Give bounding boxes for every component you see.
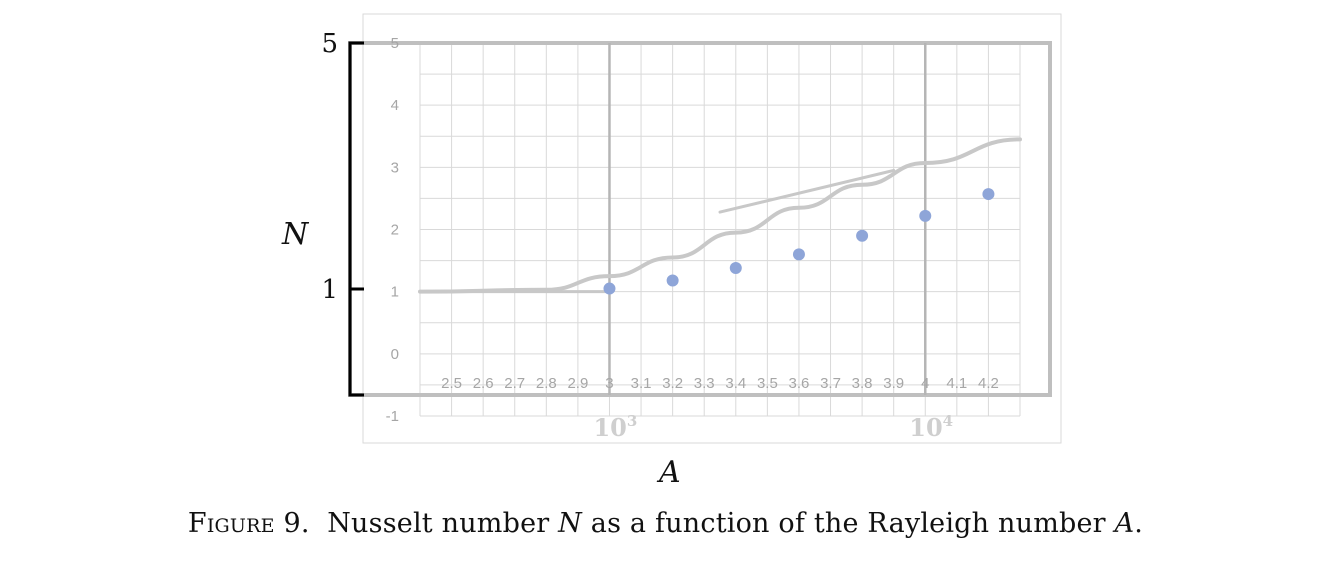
data-point — [982, 188, 995, 201]
data-point — [856, 229, 869, 242]
y-tick-label: 4 — [391, 97, 399, 114]
original-y-tick-label: 5 — [321, 29, 338, 59]
figure-caption: Figure 9. Nusselt number N as a function… — [0, 508, 1331, 539]
original-y-tick-label: 1 — [321, 275, 338, 305]
caption-symbol-n: N — [558, 508, 582, 539]
chart-area-border — [362, 13, 1062, 444]
x-tick-label: 4 — [921, 375, 929, 392]
curves — [418, 137, 1022, 294]
x-tick-label: 2.6 — [473, 375, 494, 392]
log-scale-labels: 103 104 — [593, 412, 953, 442]
x-tick-label: 2.9 — [567, 375, 588, 392]
x-tick-label: 4.2 — [978, 375, 999, 392]
x-tick-label: 3.3 — [694, 375, 715, 392]
curve-asymptote — [718, 168, 896, 214]
log-label-base: 10 — [909, 413, 942, 442]
caption-text-before: Nusselt number — [327, 508, 550, 539]
y-tick-label: 0 — [391, 346, 399, 363]
data-point — [919, 209, 932, 222]
caption-symbol-a: A — [1114, 508, 1135, 539]
y-tick-label: 5 — [391, 35, 399, 52]
original-y-axis: 51 — [321, 29, 364, 397]
y-tick-label: 3 — [391, 159, 399, 176]
data-point — [729, 262, 742, 275]
x-axis-label: A — [656, 455, 681, 490]
y-tick-label: 2 — [391, 222, 399, 239]
x-tick-label: 3.8 — [852, 375, 873, 392]
x-tick-label: 2.5 — [441, 375, 462, 392]
caption-text-middle: as a function of the Rayleigh number — [590, 508, 1106, 539]
x-tick-label: 3.2 — [662, 375, 683, 392]
x-tick-label: 3.6 — [789, 375, 810, 392]
curve-theory — [418, 137, 1022, 294]
x-tick-label: 2.7 — [504, 375, 525, 392]
y-tick-label: 1 — [391, 284, 399, 301]
log-label: 104 — [909, 412, 953, 442]
y-axis-label: N — [281, 217, 310, 252]
caption-figure-word: Figure 9. — [187, 508, 310, 539]
x-tick-label: 3.7 — [820, 375, 841, 392]
x-tick-label: 2.8 — [536, 375, 557, 392]
x-tick-label: 3.4 — [725, 375, 746, 392]
y-tick-label: -1 — [386, 408, 399, 425]
original-y-axis-line — [348, 41, 364, 397]
x-tick-label: 3 — [605, 375, 613, 392]
x-tick-labels: 2.5 2.6 2.7 2.8 2.9 3 3.1 3.2 3.3 3.4 3.5 3.6 3.7 3.8… — [441, 375, 999, 392]
log-label: 103 — [593, 412, 637, 442]
log-label-base: 10 — [593, 413, 626, 442]
caption-text-end: . — [1134, 508, 1144, 539]
data-point — [792, 248, 805, 261]
x-tick-label: 4.1 — [946, 375, 967, 392]
data-point — [666, 274, 679, 287]
x-tick-label: 3.1 — [631, 375, 652, 392]
log-label-exponent: 3 — [627, 412, 637, 430]
y-tick-labels: -1 0 1 2 3 4 5 — [386, 35, 399, 425]
data-point — [603, 282, 616, 295]
x-tick-label: 3.9 — [883, 375, 904, 392]
x-tick-label: 3.5 — [757, 375, 778, 392]
log-label-exponent: 4 — [943, 412, 953, 430]
data-points — [603, 188, 995, 295]
